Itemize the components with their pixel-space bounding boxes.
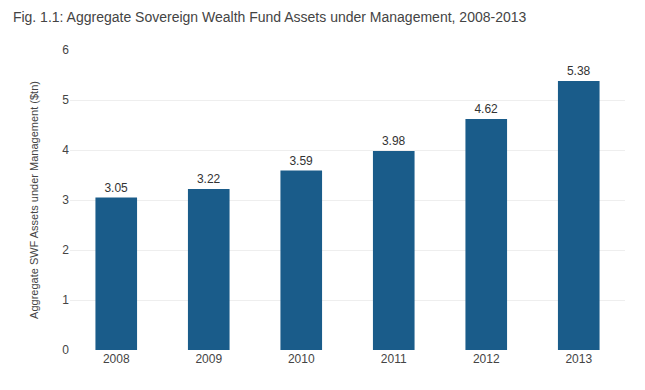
- svg-text:1: 1: [62, 293, 69, 307]
- svg-text:0: 0: [62, 343, 69, 357]
- svg-text:3.59: 3.59: [289, 154, 313, 168]
- svg-text:3.22: 3.22: [197, 172, 221, 186]
- svg-text:2010: 2010: [288, 352, 315, 366]
- svg-text:5: 5: [62, 93, 69, 107]
- svg-text:4.62: 4.62: [474, 102, 498, 116]
- svg-text:2009: 2009: [195, 352, 222, 366]
- svg-text:3: 3: [62, 193, 69, 207]
- svg-text:3.05: 3.05: [104, 181, 128, 195]
- svg-text:6: 6: [62, 43, 69, 57]
- svg-text:2013: 2013: [565, 352, 592, 366]
- svg-text:2: 2: [62, 243, 69, 257]
- svg-text:5.38: 5.38: [567, 64, 591, 78]
- svg-text:3.98: 3.98: [382, 134, 406, 148]
- svg-text:2011: 2011: [381, 352, 407, 366]
- svg-text:2008: 2008: [103, 352, 130, 366]
- svg-text:2012: 2012: [473, 352, 500, 366]
- svg-text:4: 4: [62, 143, 69, 157]
- svg-text:Aggregate SWF Assets under Man: Aggregate SWF Assets under Management ($…: [28, 81, 40, 319]
- svg-text:Fig. 1.1: Aggregate Sovereign: Fig. 1.1: Aggregate Sovereign Wealth Fun…: [13, 9, 527, 25]
